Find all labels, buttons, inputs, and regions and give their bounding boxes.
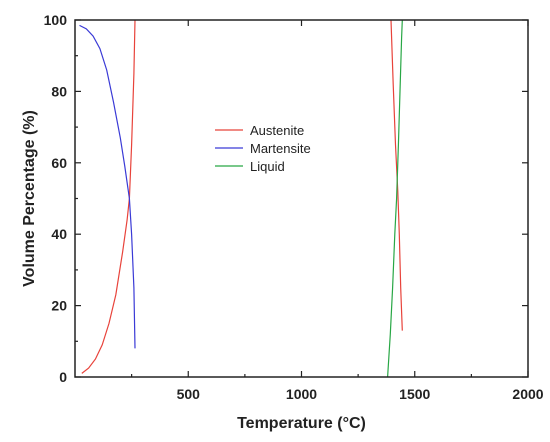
y-tick-label: 40	[51, 226, 67, 242]
plot-frame	[74, 19, 529, 378]
axis-ticks: 500 1000 1500 2000 0 20 40 60 80 100	[44, 12, 544, 402]
x-tick-label: 1500	[399, 386, 430, 402]
series-line-liquid	[387, 20, 403, 377]
legend: Austenite Martensite Liquid	[215, 123, 311, 174]
y-tick-label: 100	[44, 12, 68, 28]
y-tick-label: 60	[51, 155, 67, 171]
y-tick-label: 0	[59, 369, 67, 385]
y-tick-label: 20	[51, 298, 67, 314]
legend-label-martensite: Martensite	[250, 141, 311, 156]
plot-area	[74, 19, 529, 378]
x-tick-label: 500	[177, 386, 201, 402]
x-tick-label: 1000	[286, 386, 317, 402]
series-line-austenite	[390, 20, 403, 331]
y-axis-title: Volume Percentage (%)	[21, 110, 38, 287]
y-tick-label: 80	[51, 83, 67, 99]
series-line-martensite	[79, 24, 136, 349]
legend-label-liquid: Liquid	[250, 159, 285, 174]
series-line-austenite	[81, 20, 136, 374]
x-tick-label: 2000	[512, 386, 543, 402]
legend-label-austenite: Austenite	[250, 123, 304, 138]
x-axis-title: Temperature (°C)	[237, 415, 366, 432]
